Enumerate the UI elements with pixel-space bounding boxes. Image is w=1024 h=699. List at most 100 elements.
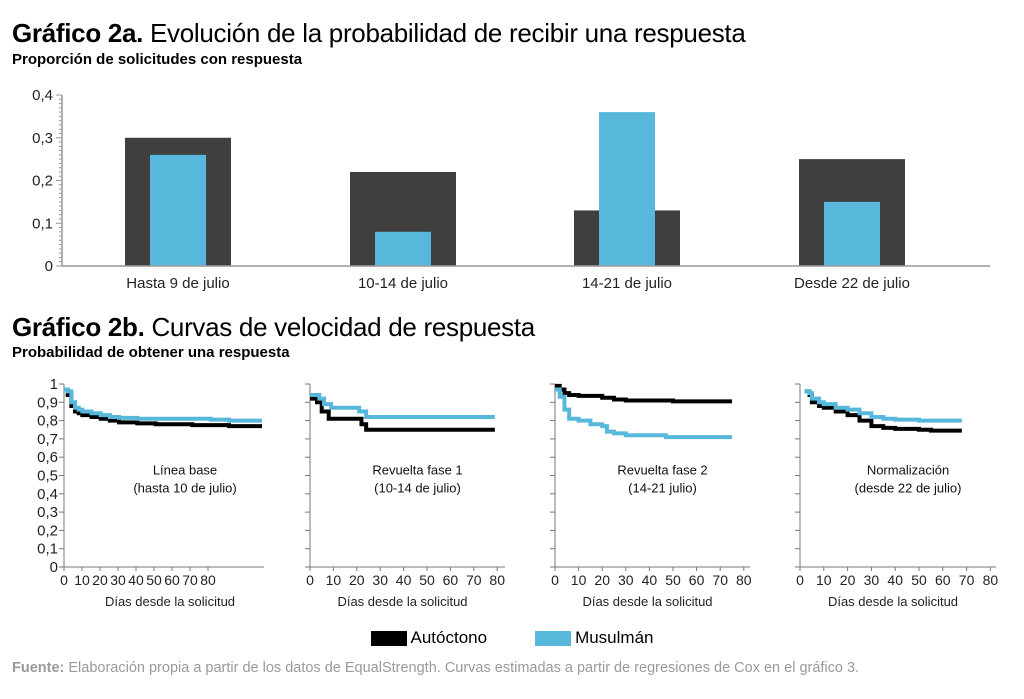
curve-musulman — [555, 387, 732, 440]
chart-2a-subtitle: Proporción de solicitudes con respuesta — [12, 51, 303, 68]
x-tick-label: Desde 22 de julio — [794, 275, 910, 292]
x-tick-label: 20 — [594, 572, 610, 588]
x-tick-label: 80 — [983, 572, 999, 588]
x-axis-label: Días desde la solicitud — [828, 594, 958, 609]
y-tick-label: 0,4 — [37, 486, 58, 503]
legend-item-autoctono: Autóctono — [370, 628, 488, 648]
x-tick-label: 50 — [665, 572, 681, 588]
y-tick-label: 0,1 — [37, 541, 58, 558]
y-tick-label: 1 — [50, 376, 58, 393]
x-tick-label: 80 — [200, 572, 216, 588]
x-tick-label: 10 — [74, 572, 90, 588]
y-tick-label: 0 — [45, 258, 53, 275]
x-tick-label: 0 — [551, 572, 559, 588]
chart-2b-title-text: Curvas de velocidad de respuesta — [144, 312, 535, 342]
y-tick-label: 0 — [50, 559, 58, 576]
curve-autoctono — [555, 383, 732, 404]
panel-sublabel: (10-14 de julio) — [374, 481, 461, 496]
legend-label-autoctono: Autóctono — [410, 628, 488, 647]
curve-musulman — [64, 387, 262, 423]
x-tick-label: 10 — [816, 572, 832, 588]
y-tick-label: 0,5 — [37, 468, 58, 485]
y-tick-label: 0,9 — [37, 394, 58, 411]
x-tick-label: 60 — [164, 572, 180, 588]
panel-2: 0 10 20 30 40 50 60 70 80 Días desde la solicitud… — [305, 383, 505, 609]
y-tick-label: 0,2 — [37, 522, 58, 539]
source-label: Fuente: — [12, 660, 65, 676]
bar-musulman — [150, 154, 206, 266]
panel-3: 0 10 20 30 40 50 60 70 80 Días desde la solicitud… — [550, 383, 752, 609]
legend-swatch-musulman — [535, 630, 572, 646]
x-tick-label: 0 — [60, 572, 68, 588]
x-tick-label: 60 — [443, 572, 459, 588]
x-tick-label: 20 — [349, 572, 365, 588]
panel-label: Revuelta fase 1 — [372, 463, 462, 478]
x-axis-label: Días desde la solicitud — [105, 594, 235, 609]
chart-2a-title-bold: Gráfico 2a. — [12, 18, 144, 48]
x-tick-label: 0 — [306, 572, 314, 588]
bar-musulman — [375, 231, 431, 266]
legend: Autóctono Musulmán — [0, 628, 1024, 648]
chart-2b-title: Gráfico 2b. Curvas de velocidad de respu… — [12, 313, 535, 341]
x-tick-label: 10-14 de julio — [358, 275, 448, 292]
x-tick-label: 50 — [419, 572, 435, 588]
panel-1: 00,10,20,30,40,50,60,70,80,910 10 20 30 40 50… — [37, 376, 264, 609]
bar-musulman — [599, 112, 655, 266]
legend-item-musulman: Musulmán — [535, 628, 653, 648]
x-tick-label: 80 — [736, 572, 752, 588]
y-tick-label: 0,2 — [32, 173, 53, 190]
x-tick-label: 60 — [689, 572, 705, 588]
x-axis-label: Días desde la solicitud — [582, 594, 712, 609]
x-tick-label: 50 — [146, 572, 162, 588]
x-tick-label: 14-21 de julio — [582, 275, 672, 292]
x-tick-label: 40 — [887, 572, 903, 588]
y-tick-label: 0,3 — [32, 130, 53, 147]
x-tick-label: 40 — [128, 572, 144, 588]
x-tick-label: 10 — [571, 572, 587, 588]
x-tick-label: 30 — [110, 572, 126, 588]
x-axis-label: Días desde la solicitud — [337, 594, 467, 609]
curve-autoctono — [804, 389, 962, 433]
y-tick-label: 0,8 — [37, 413, 58, 430]
y-tick-label: 0,3 — [37, 504, 58, 521]
x-tick-label: 20 — [92, 572, 108, 588]
y-tick-label: 0,1 — [32, 215, 53, 232]
y-tick-label: 0,6 — [37, 449, 58, 466]
source-text: Elaboración propia a partir de los datos… — [64, 660, 860, 676]
x-tick-label: 10 — [326, 572, 342, 588]
curve-autoctono — [310, 396, 495, 432]
chart-2a-title-text: Evolución de la probabilidad de recibir … — [143, 18, 746, 48]
chart-2b-subtitle: Probabilidad de obtener una respuesta — [12, 344, 290, 361]
x-tick-label: 40 — [642, 572, 658, 588]
panel-label: Línea base — [153, 463, 217, 478]
source-note: Fuente: Elaboración propia a partir de l… — [12, 660, 859, 676]
x-tick-label: 30 — [864, 572, 880, 588]
y-tick-label: 0,4 — [32, 87, 53, 104]
panel-label: Revuelta fase 2 — [617, 463, 707, 478]
bar-chart: 0 0,1 0,2 0,3 0,4 Hasta 9 de julio 10-14 de ju… — [32, 87, 990, 292]
x-tick-label: 30 — [372, 572, 388, 588]
x-tick-label: Hasta 9 de julio — [126, 275, 229, 292]
panel-sublabel: (hasta 10 de julio) — [133, 481, 236, 496]
panel-sublabel: (desde 22 de julio) — [855, 481, 962, 496]
x-tick-label: 50 — [911, 572, 927, 588]
x-tick-label: 60 — [935, 572, 951, 588]
x-tick-label: 30 — [618, 572, 634, 588]
x-tick-label: 80 — [489, 572, 505, 588]
x-tick-label: 70 — [182, 572, 198, 588]
curve-musulman — [310, 392, 495, 419]
legend-label-musulman: Musulmán — [575, 628, 654, 647]
x-tick-label: 40 — [396, 572, 412, 588]
panel-label: Normalización — [867, 463, 949, 478]
x-tick-label: 70 — [466, 572, 482, 588]
legend-swatch-autoctono — [370, 630, 407, 646]
panel-4: 0 10 20 30 40 50 60 70 80 Días desde la solicitud… — [795, 383, 999, 609]
chart-2b-title-bold: Gráfico 2b. — [12, 312, 145, 342]
panel-sublabel: (14-21 julio) — [628, 481, 697, 496]
x-tick-label: 0 — [796, 572, 804, 588]
x-tick-label: 20 — [840, 572, 856, 588]
y-tick-label: 0,7 — [37, 431, 58, 448]
curve-musulman — [804, 389, 962, 423]
x-tick-label: 70 — [959, 572, 975, 588]
bar-musulman — [824, 201, 880, 266]
